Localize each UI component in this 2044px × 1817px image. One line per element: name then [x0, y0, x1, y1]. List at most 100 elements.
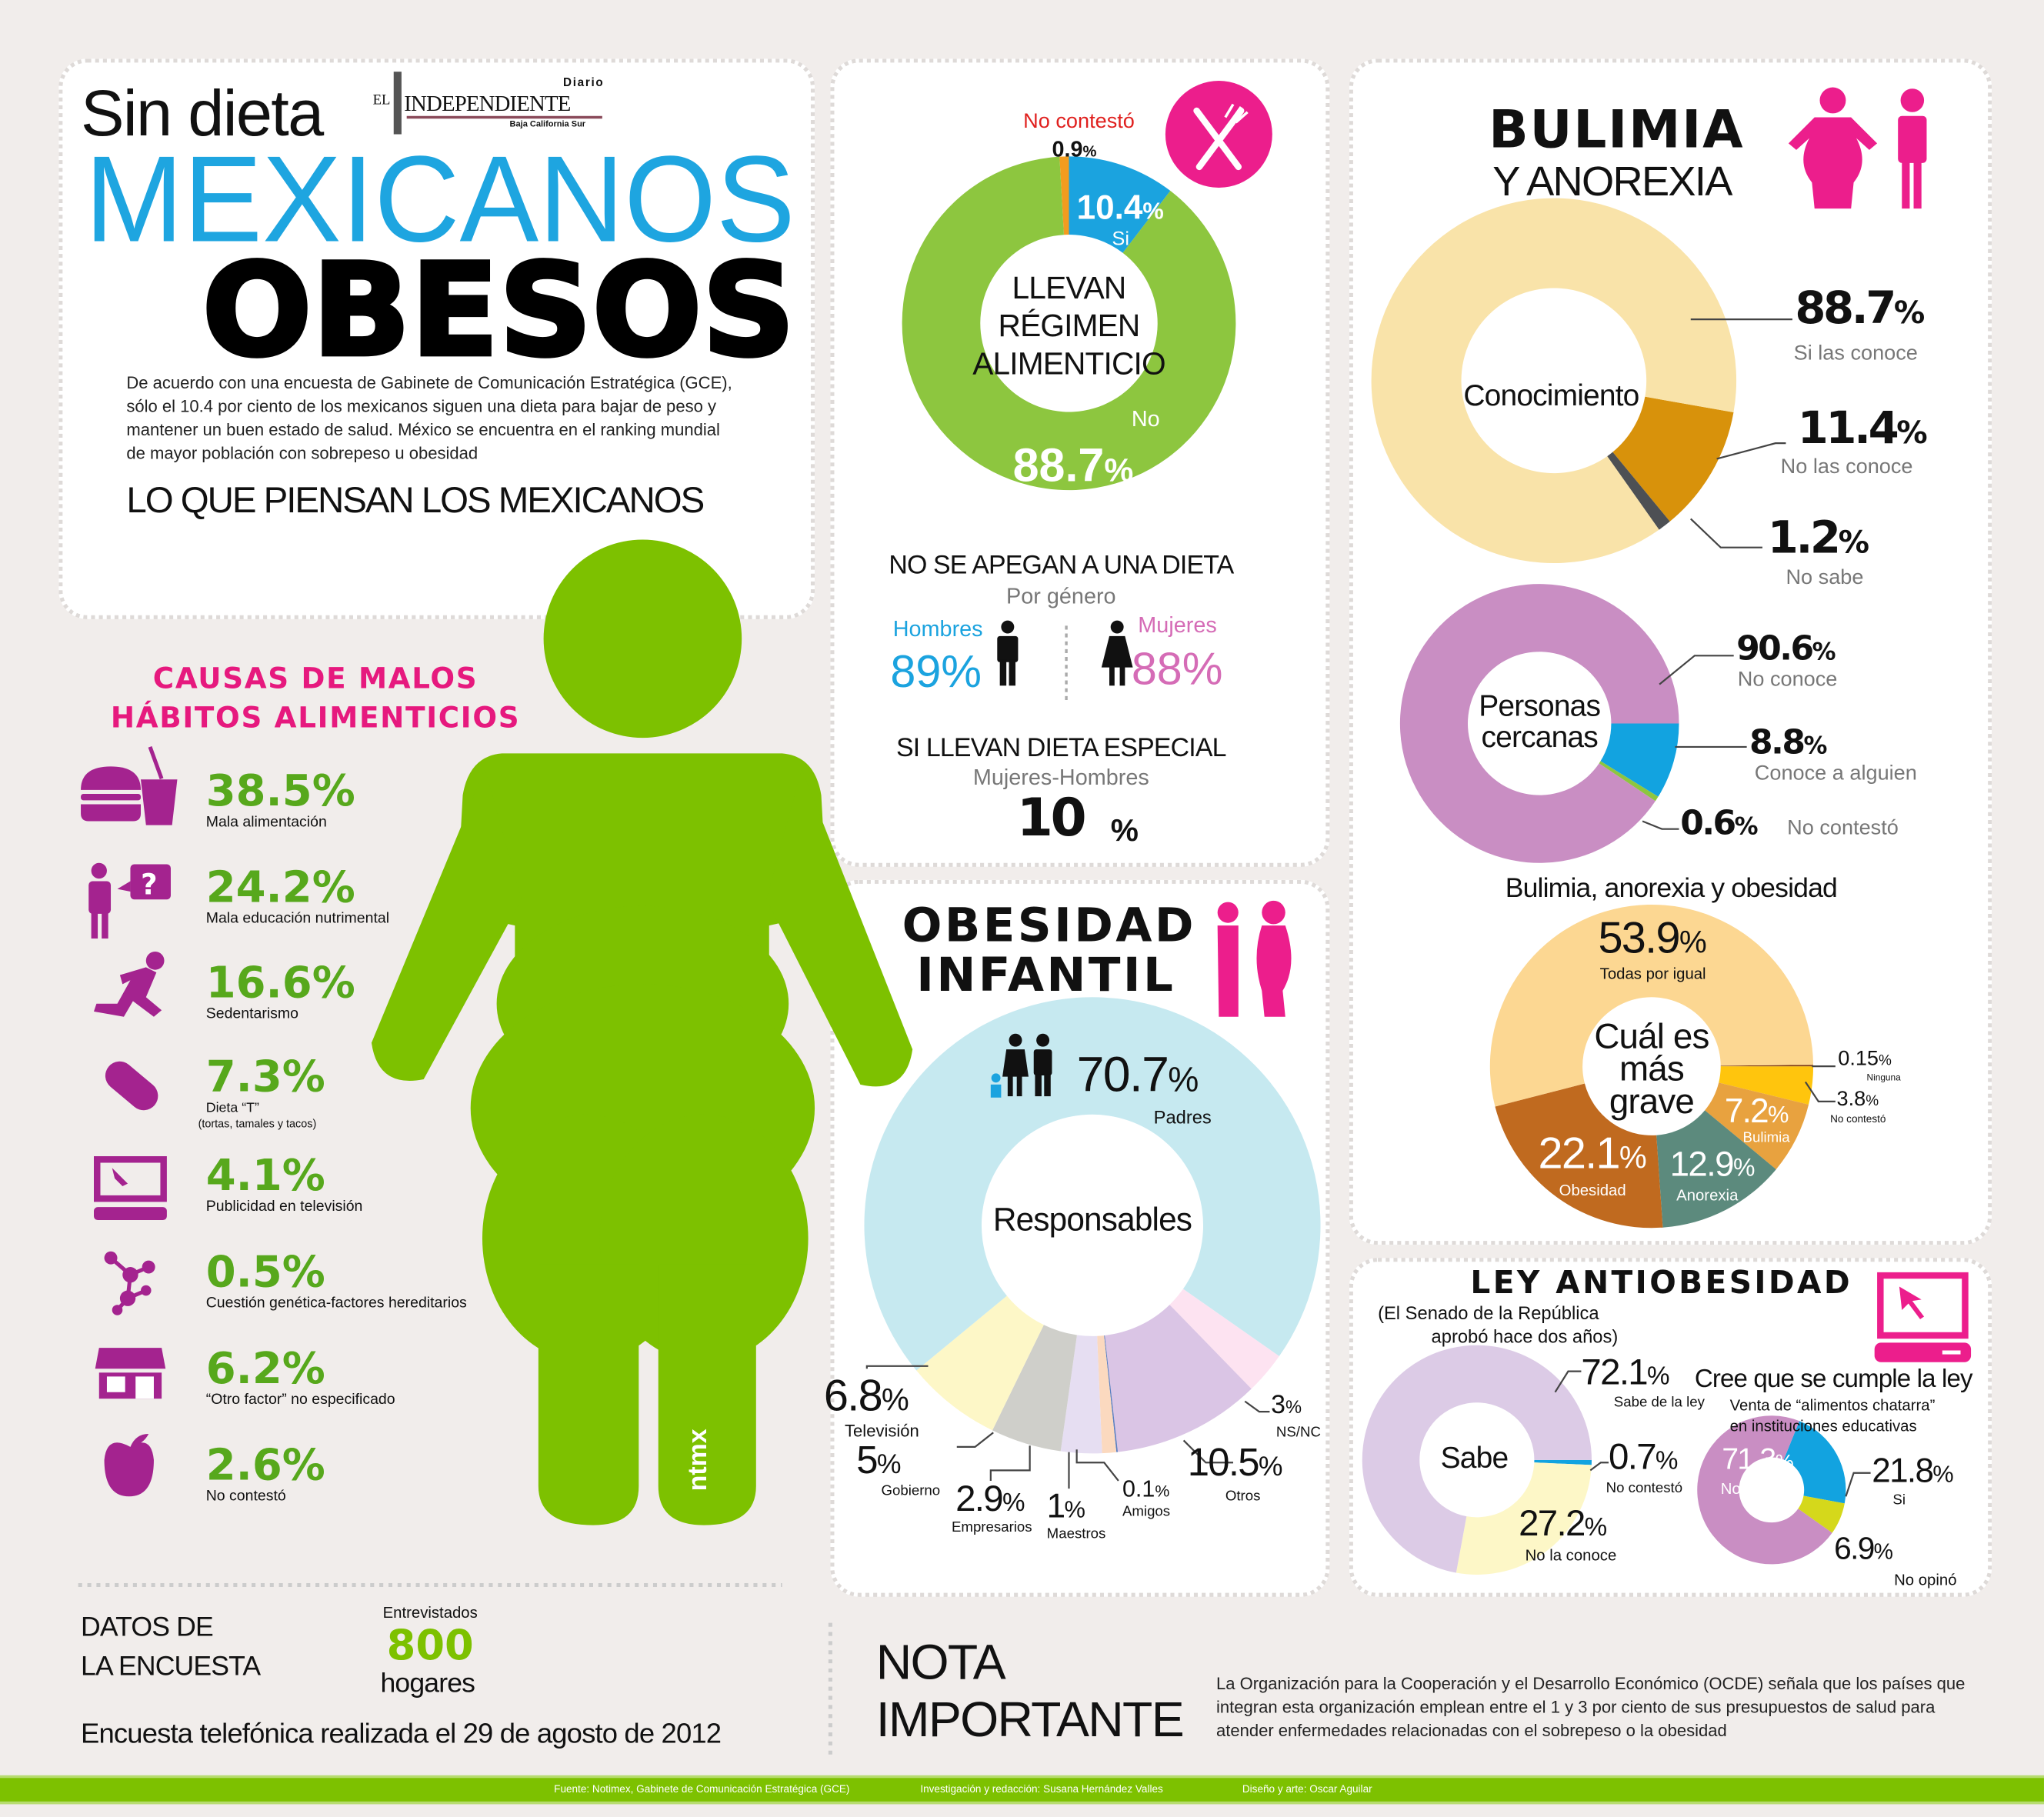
monitor-icon: [94, 1156, 167, 1221]
donut-segment-sabe-de-la-ley: [1362, 1345, 1592, 1573]
chart0-center-label: LLEVAN RÉGIMEN ALIMENTICIO: [972, 271, 1165, 382]
footer-source: Fuente: Notimex, Gabinete de Comunicació…: [554, 1783, 850, 1795]
chart4-label-empresarios: Empresarios: [951, 1519, 1032, 1536]
chart4-label-otros: Otros: [1225, 1489, 1261, 1505]
chart4-label-amigos: Amigos: [1122, 1504, 1171, 1520]
chart1-label-nosabe: No sabe: [1786, 567, 1864, 589]
donut-segment-no-contest-: [1719, 1066, 1814, 1105]
title-obesos: OBESOS: [202, 237, 795, 385]
chart4-value-television: 6.8: [824, 1374, 908, 1419]
chart3-value-todas: 53.9: [1598, 916, 1706, 961]
chart3-title: Bulimia, anorexia y obesidad: [1505, 873, 1838, 904]
chart6-value-noopino: 6.9: [1834, 1534, 1892, 1565]
leader-lines: [865, 318, 1871, 1497]
woman-icon: [1101, 620, 1133, 686]
donut-segment-conoce-a-alguien: [1600, 723, 1679, 797]
chart3-value-anorexia: 12.9: [1670, 1146, 1754, 1182]
infantil-title-2: INFANTIL: [916, 949, 1176, 1003]
chart4-label-padres: Padres: [1153, 1106, 1212, 1128]
footer-research: Investigación y redacción: Susana Hernán…: [920, 1783, 1163, 1795]
chart2-label-noconoce: No conoce: [1737, 668, 1838, 692]
donut-segment-no-opin-: [1798, 1495, 1845, 1533]
chart4-value-nsnc: 3: [1271, 1392, 1302, 1419]
chart3-label-obesidad: Obesidad: [1559, 1181, 1626, 1199]
chart2-label-nocontesto: No contestó: [1787, 817, 1899, 840]
chart3-label-bulimia: Bulimia: [1742, 1130, 1790, 1146]
gender-icons: [997, 620, 1133, 705]
chart1-center-label: Conocimiento: [1463, 378, 1639, 412]
intro-text: De acuerdo con una encuesta de Gabinete …: [126, 372, 732, 463]
bulimia-title-2: Y ANOREXIA: [1492, 158, 1732, 205]
donut-segment-no-sabe: [1607, 452, 1670, 530]
donut-segment-empresarios: [1060, 1335, 1102, 1454]
donut-segment-ninguna: [1720, 1065, 1814, 1067]
chart4-label-nsnc: NS/NC: [1275, 1425, 1321, 1441]
chart4-label-television: Televisión: [845, 1421, 919, 1441]
donut-segment-padres: [864, 997, 1321, 1371]
logo-el: EL: [372, 92, 391, 108]
section-title: LO QUE PIENSAN LOS MEXICANOS: [126, 479, 705, 521]
law-title: LEY ANTIOBESIDAD: [1470, 1264, 1853, 1302]
molecule-icon: [104, 1251, 155, 1315]
chart5-value-sabe: 72.1: [1581, 1354, 1668, 1391]
special-unit: %: [1110, 813, 1139, 849]
special-title: SI LLEVAN DIETA ESPECIAL: [896, 734, 1226, 763]
chart4-value-amigos: 0.1: [1122, 1477, 1169, 1501]
chart1-value-nosabe: 1.2: [1768, 516, 1867, 561]
chart3-label-anorexia: Anorexia: [1676, 1185, 1739, 1205]
chart4-value-gobierno: 5: [856, 1441, 900, 1481]
chart2-label-conoce: Conoce a alguien: [1754, 762, 1917, 785]
chart3-value-nocontesto: 3.8: [1837, 1089, 1879, 1111]
chart4-center-label: Responsables: [992, 1202, 1192, 1239]
chart6-subtitle-2: en instituciones educativas: [1729, 1416, 1917, 1435]
donut-segment-no-las-conoce: [1612, 396, 1734, 522]
chart6-label-no: No: [1720, 1479, 1741, 1498]
donut-segment-todas-por-igual: [1489, 904, 1814, 1107]
chart4-value-padres: 70.7: [1077, 1051, 1198, 1100]
chart6-label-si: Si: [1892, 1492, 1906, 1509]
person-question-icon: ?: [88, 862, 171, 939]
chart0-value-si: 10.4: [1077, 190, 1164, 224]
main-title: MEXICANOS OBESOS: [85, 130, 797, 387]
chart5-center-label: Sabe: [1440, 1440, 1509, 1475]
special-subtitle: Mujeres-Hombres: [972, 765, 1149, 790]
chart5-label-noconoce: No la conoce: [1525, 1545, 1617, 1565]
chart0-value-nocontesto: 0.9: [1052, 138, 1096, 161]
law-subtitle-2: aprobó hace dos años): [1431, 1325, 1619, 1347]
donut-segment-televisi-n: [916, 1295, 1044, 1431]
chart2-value-conoce: 8.8: [1749, 726, 1826, 760]
infantil-title-1: OBESIDAD: [902, 899, 1196, 953]
gender-subtitle: Por género: [1006, 584, 1116, 609]
chart0-label-si: Si: [1112, 228, 1130, 251]
logo-region: Baja California Sur: [509, 119, 586, 129]
donut-segment-si: [1783, 1421, 1846, 1504]
survey-title-2: LA ENCUESTA: [81, 1651, 261, 1682]
nota-title-2: IMPORTANTE: [875, 1693, 1185, 1749]
bulimia-title-1: BULIMIA: [1489, 100, 1745, 161]
burger-soda-icon: [81, 746, 178, 825]
chart1-value-si: 88.7: [1795, 287, 1922, 332]
chart1-value-no: 11.4: [1798, 407, 1926, 452]
survey-title-1: DATOS DE: [81, 1612, 214, 1643]
apple-icon: [104, 1433, 154, 1497]
chart2-value-nocontesto: 0.6: [1680, 807, 1756, 841]
kicker: Sin dieta: [81, 76, 324, 150]
chart0-value-no: 88.7: [1013, 442, 1134, 488]
chart5-value-noconoce: 27.2: [1519, 1505, 1606, 1542]
chart6-value-si: 21.8: [1872, 1453, 1952, 1487]
donut-segment-no-conoce: [1399, 584, 1679, 863]
donut-segment-no-contest-: [1059, 156, 1069, 235]
chart6-title: Cree que se cumple la ley: [1694, 1365, 1973, 1394]
chart5-label-sabe: Sabe de la ley: [1613, 1395, 1705, 1411]
causes-icons: ?: [81, 746, 178, 1497]
donut-segment-no-contest-: [1599, 761, 1659, 802]
donut-chart-4: [864, 997, 1321, 1454]
chart6-label-noopino: No opinó: [1894, 1570, 1957, 1589]
chart3-label-ninguna: Ninguna: [1866, 1074, 1901, 1084]
chart4-value-otros: 10.5: [1188, 1444, 1282, 1484]
donut-segment-ns-nc: [1169, 1289, 1279, 1389]
